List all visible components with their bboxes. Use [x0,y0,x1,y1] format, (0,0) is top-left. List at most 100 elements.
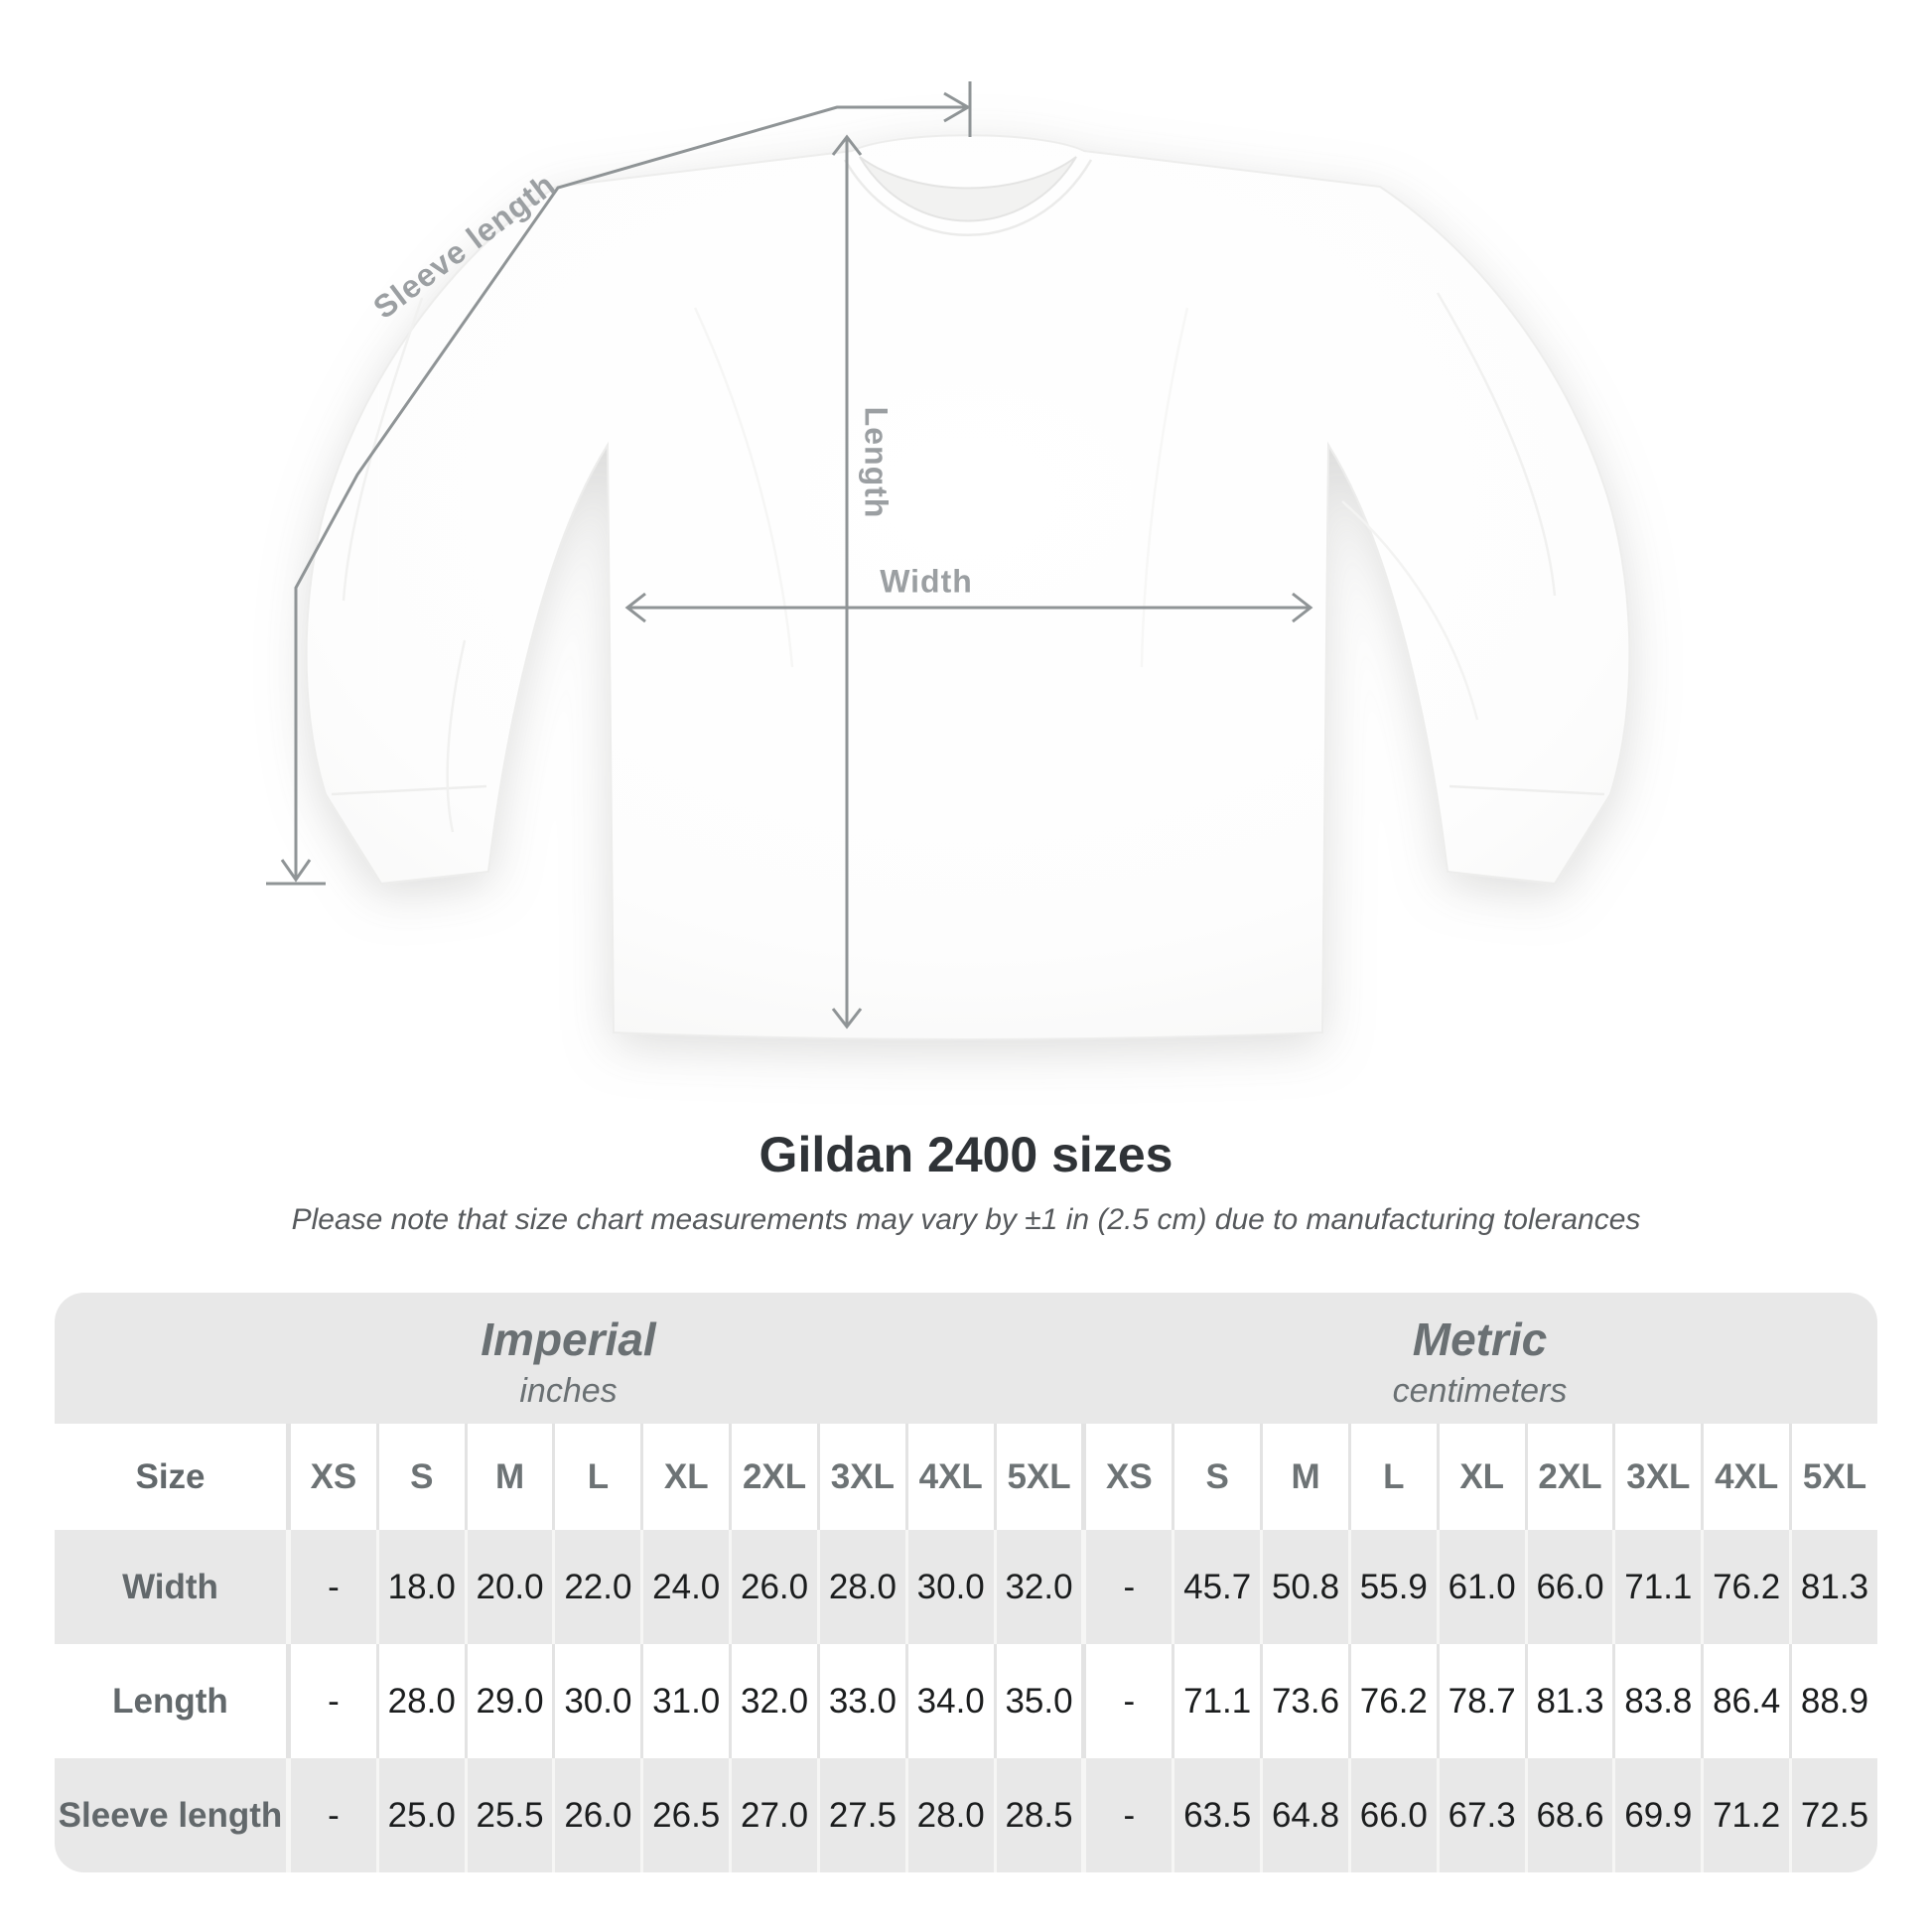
length-arrowhead-down [831,1008,863,1030]
value-cell-metric: 63.5 [1172,1758,1260,1872]
fabric-wrinkles [331,292,1605,833]
value-cell-metric: - [1081,1644,1172,1758]
value-cell-imperial: 22.0 [552,1530,640,1644]
value-cell-imperial: 28.0 [375,1644,465,1758]
value-cell-imperial: 31.0 [640,1644,729,1758]
value-cell-imperial: - [286,1758,376,1872]
width-dimension-label: Width [880,563,973,600]
column-header-4xl-metric: 4XL [1701,1424,1789,1530]
long-sleeve-shirt-graphic [266,81,1631,1040]
value-cell-metric: 71.2 [1701,1758,1789,1872]
sleeve-length-arrowhead-right [943,91,971,123]
value-cell-metric: 61.0 [1436,1530,1525,1644]
value-cell-imperial: 34.0 [904,1644,994,1758]
column-header-4xl-imperial: 4XL [904,1424,994,1530]
value-cell-metric: 72.5 [1789,1758,1877,1872]
shirt-measurement-diagram: Sleeve length Length Width [266,81,1631,1040]
value-cell-imperial: 28.5 [993,1758,1082,1872]
length-dimension-label: Length [858,406,895,519]
row-label: Width [122,1567,218,1606]
row-label: Length [112,1681,228,1721]
value-cell-imperial: 33.0 [816,1644,905,1758]
collar-opening [859,156,1077,222]
measurement-row: Length -28.0 29.0 30.0 31.0 32.0 33.0 34.0 35.0-… [55,1644,1877,1758]
dimension-lines [266,81,1313,1030]
value-cell-imperial: 26.0 [729,1530,817,1644]
value-cell-metric: 76.2 [1347,1644,1437,1758]
width-arrowhead-right [1292,592,1313,623]
value-cell-metric: 88.9 [1789,1644,1877,1758]
value-cell-metric: 69.9 [1612,1758,1701,1872]
value-cell-imperial: 25.5 [464,1758,553,1872]
column-header-s-imperial: S [375,1424,465,1530]
value-cell-imperial: 20.0 [464,1530,553,1644]
column-header-xl-metric: XL [1436,1424,1525,1530]
shirt-body [305,134,1631,1040]
imperial-unit-sublabel: inches [519,1371,618,1410]
size-header-row: Size XS S M L XL 2XL 3XL 4XL 5XL XS S M L XL 2XL 3XL 4XL 5… [55,1424,1877,1530]
length-arrowhead-up [831,134,863,156]
value-cell-imperial: 28.0 [816,1530,905,1644]
value-cell-imperial: 29.0 [464,1644,553,1758]
column-header-xl-imperial: XL [640,1424,729,1530]
value-cell-imperial: - [286,1530,376,1644]
value-cell-imperial: 32.0 [993,1530,1082,1644]
imperial-unit-header: Imperial inches [55,1293,1082,1424]
value-cell-imperial: 35.0 [993,1644,1082,1758]
column-header-l-imperial: L [552,1424,640,1530]
value-cell-metric: 86.4 [1701,1644,1789,1758]
value-cell-imperial: 27.5 [816,1758,905,1872]
metric-unit-sublabel: centimeters [1392,1371,1568,1410]
column-header-3xl-imperial: 3XL [816,1424,905,1530]
value-cell-imperial: - [286,1644,376,1758]
column-header-2xl-imperial: 2XL [729,1424,817,1530]
metric-unit-header: Metric centimeters [1082,1293,1877,1424]
value-cell-imperial: 30.0 [904,1530,994,1644]
value-cell-imperial: 32.0 [729,1644,817,1758]
column-header-size: Size [135,1456,206,1496]
tolerance-note: Please note that size chart measurements… [291,1203,1641,1236]
value-cell-imperial: 28.0 [904,1758,994,1872]
sleeve-length-dimension-line [294,105,968,878]
value-cell-imperial: 30.0 [552,1644,640,1758]
value-cell-metric: 78.7 [1436,1644,1525,1758]
measurement-row: Sleeve length -25.0 25.5 26.0 26.5 27.0 27.5 28… [55,1758,1877,1872]
unit-header-band: Imperial inches Metric centimeters [55,1293,1877,1424]
value-cell-metric: 71.1 [1612,1530,1701,1644]
column-header-3xl-metric: 3XL [1612,1424,1701,1530]
value-cell-metric: 55.9 [1347,1530,1437,1644]
column-header-l-metric: L [1347,1424,1437,1530]
imperial-unit-label: Imperial [481,1312,656,1365]
value-cell-metric: 73.6 [1260,1644,1348,1758]
size-chart-grid: Size XS S M L XL 2XL 3XL 4XL 5XL XS S M L XL 2XL 3XL 4XL 5… [55,1424,1877,1872]
value-cell-metric: 81.3 [1524,1644,1613,1758]
column-header-2xl-metric: 2XL [1524,1424,1613,1530]
value-cell-metric: 83.8 [1612,1644,1701,1758]
value-cell-imperial: 25.0 [375,1758,465,1872]
measurement-row: Width -18.0 20.0 22.0 24.0 26.0 28.0 30.0 32.0-4… [55,1530,1877,1644]
sleeve-length-arrowhead-down [280,859,312,883]
column-header-m-metric: M [1260,1424,1348,1530]
value-cell-metric: - [1081,1758,1172,1872]
row-label: Sleeve length [58,1795,283,1835]
value-cell-imperial: 26.5 [640,1758,729,1872]
value-cell-metric: - [1081,1530,1172,1644]
value-cell-metric: 66.0 [1347,1758,1437,1872]
column-header-m-imperial: M [464,1424,553,1530]
page-title: Gildan 2400 sizes [759,1127,1173,1182]
metric-unit-label: Metric [1412,1312,1548,1365]
column-header-xs-imperial: XS [286,1424,376,1530]
value-cell-metric: 66.0 [1524,1530,1613,1644]
value-cell-metric: 76.2 [1701,1530,1789,1644]
value-cell-metric: 64.8 [1260,1758,1348,1872]
column-header-5xl-metric: 5XL [1789,1424,1877,1530]
value-cell-imperial: 26.0 [552,1758,640,1872]
value-cell-metric: 71.1 [1172,1644,1260,1758]
column-header-xs-metric: XS [1081,1424,1172,1530]
value-cell-metric: 50.8 [1260,1530,1348,1644]
value-cell-imperial: 24.0 [640,1530,729,1644]
value-cell-metric: 68.6 [1524,1758,1613,1872]
value-cell-metric: 81.3 [1789,1530,1877,1644]
width-arrowhead-left [624,592,646,623]
